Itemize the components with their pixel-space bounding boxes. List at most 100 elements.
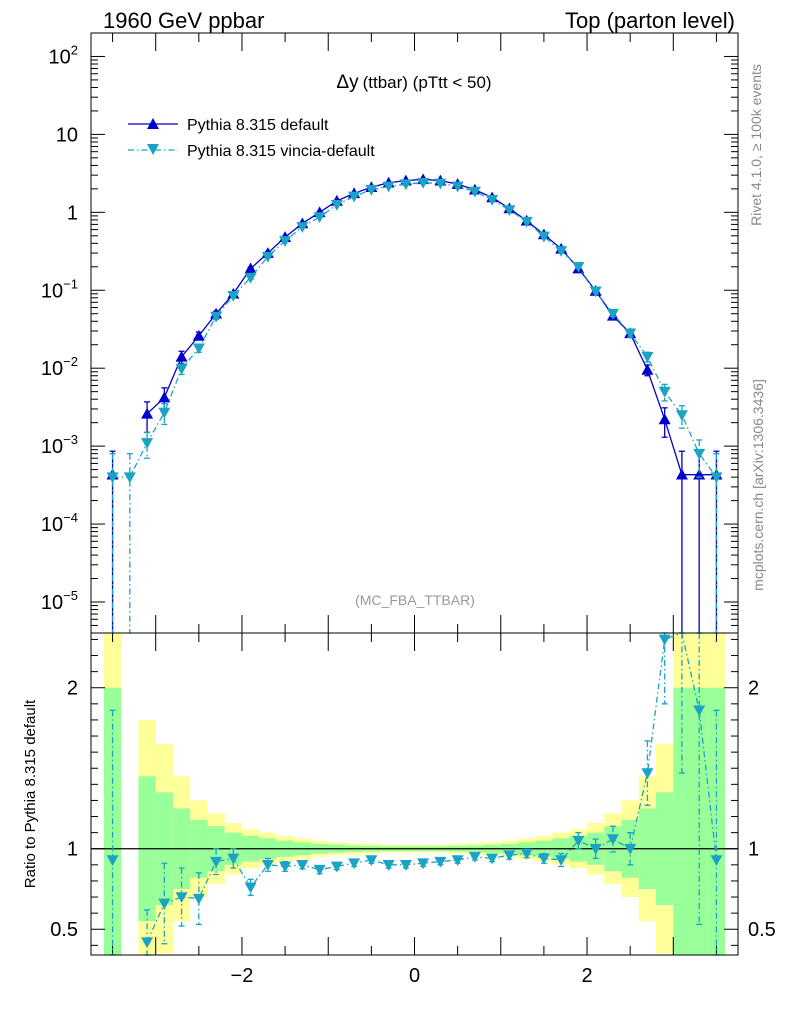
data-point <box>244 262 257 274</box>
y-tick-label: 10−2 <box>41 354 78 380</box>
data-point <box>210 311 223 323</box>
ratio-point <box>279 861 292 873</box>
ratio-point <box>296 860 309 871</box>
data-point <box>486 194 499 206</box>
y-tick-label: 10−4 <box>41 510 78 536</box>
ratio-point <box>641 768 654 780</box>
data-point <box>468 186 481 198</box>
ratio-point <box>382 860 395 871</box>
ratio-y-tick-label-left: 0.5 <box>50 919 78 941</box>
series-vincia <box>106 177 723 633</box>
y-tick-label: 10−3 <box>41 432 78 458</box>
y-tick-label: 10−1 <box>41 276 78 302</box>
ratio-point <box>106 855 119 867</box>
ratio-point <box>330 861 343 873</box>
ratio-point <box>572 835 585 847</box>
ratio-point <box>658 634 671 646</box>
data-point <box>227 290 240 302</box>
ratio-point <box>486 853 499 865</box>
main-ticks: 10−5 10−4 10−3 10−2 10−1 1 10 102 <box>41 32 738 634</box>
side-label-top: Rivet 4.1.0, ≥ 100k events <box>748 64 764 226</box>
data-point <box>279 236 292 247</box>
ratio-y-tick-label-right: 1 <box>748 839 759 861</box>
data-point <box>641 363 654 375</box>
ratio-point <box>503 850 516 862</box>
legend-entry-default: Pythia 8.315 default <box>128 117 329 134</box>
ratio-point <box>141 937 154 949</box>
data-point <box>382 181 395 193</box>
data-point <box>503 205 516 217</box>
legend-entry-vincia: Pythia 8.315 vincia-default <box>128 143 375 160</box>
data-point <box>451 181 464 193</box>
ratio-y-tick-label-left: 1 <box>67 839 78 861</box>
band-inner <box>673 687 691 955</box>
ratio-point <box>261 860 274 871</box>
data-point <box>175 350 188 362</box>
ratio-point <box>175 892 188 904</box>
data-point <box>141 407 154 419</box>
data-point <box>313 212 326 224</box>
chart-title-symbol: Δy <box>336 72 359 93</box>
ratio-point <box>693 705 706 717</box>
legend: Pythia 8.315 default Pythia 8.315 vincia… <box>128 117 375 160</box>
header-right: Top (parton level) <box>565 8 735 33</box>
ratio-point <box>555 855 568 867</box>
ratio-point <box>434 856 447 868</box>
ratio-point <box>624 843 637 855</box>
y-tick-label: 1 <box>67 202 78 224</box>
ratio-point <box>468 851 481 863</box>
ratio-point <box>399 860 412 871</box>
legend-label-vincia: Pythia 8.315 vincia-default <box>187 143 375 160</box>
data-point <box>296 222 309 233</box>
data-point <box>261 251 274 263</box>
data-point <box>693 448 706 460</box>
chart-title-text: (ttbar) (pTtt < 50) <box>363 73 492 92</box>
x-tick-label: 0 <box>409 965 420 987</box>
ratio-bands <box>103 633 726 955</box>
ratio-point <box>451 855 464 867</box>
ratio-point <box>348 858 361 870</box>
ratio-plot-frame <box>90 632 739 956</box>
data-point <box>330 199 343 211</box>
x-tick-label: −2 <box>231 965 254 987</box>
data-point <box>175 364 188 375</box>
ratio-line <box>146 632 718 943</box>
y-tick-label: 10−5 <box>41 588 78 614</box>
data-point <box>589 286 602 298</box>
data-point <box>658 413 671 425</box>
ratio-ylabel: Ratio to Pythia 8.315 default <box>22 699 39 888</box>
ratio-point <box>417 858 430 870</box>
data-point <box>192 343 205 355</box>
data-point <box>641 352 654 363</box>
series-line <box>112 182 717 478</box>
data-point <box>606 308 619 320</box>
data-point <box>348 191 361 203</box>
ratio-point <box>710 855 723 867</box>
data-point <box>123 472 136 484</box>
data-point <box>417 177 430 189</box>
ratio-point <box>537 853 550 865</box>
series-default <box>106 173 723 633</box>
ratio-point <box>313 864 326 876</box>
ratio-series-vincia <box>106 632 723 956</box>
data-point <box>675 410 688 422</box>
ratio-series-layer <box>106 632 723 956</box>
data-point <box>192 329 205 341</box>
data-point <box>158 391 171 403</box>
y-tick-label: 102 <box>49 42 78 68</box>
ratio-point <box>227 853 240 865</box>
chart-title: Δy (ttbar) (pTtt < 50) <box>336 72 491 93</box>
x-tick-label: 2 <box>581 965 592 987</box>
data-point <box>658 386 671 398</box>
data-point <box>537 231 550 243</box>
data-point <box>141 438 154 449</box>
ratio-point <box>192 893 205 905</box>
ratio-point <box>210 856 223 868</box>
main-series-layer <box>106 173 723 633</box>
watermark: (MC_FBA_TTBAR) <box>355 592 475 608</box>
ratio-ticks: 0.5 0.5 1 1 2 2 −2 0 2 <box>50 633 776 987</box>
data-point <box>572 261 585 273</box>
data-point <box>365 184 378 196</box>
ratio-y-tick-label-right: 0.5 <box>748 919 776 941</box>
data-point <box>520 216 533 228</box>
